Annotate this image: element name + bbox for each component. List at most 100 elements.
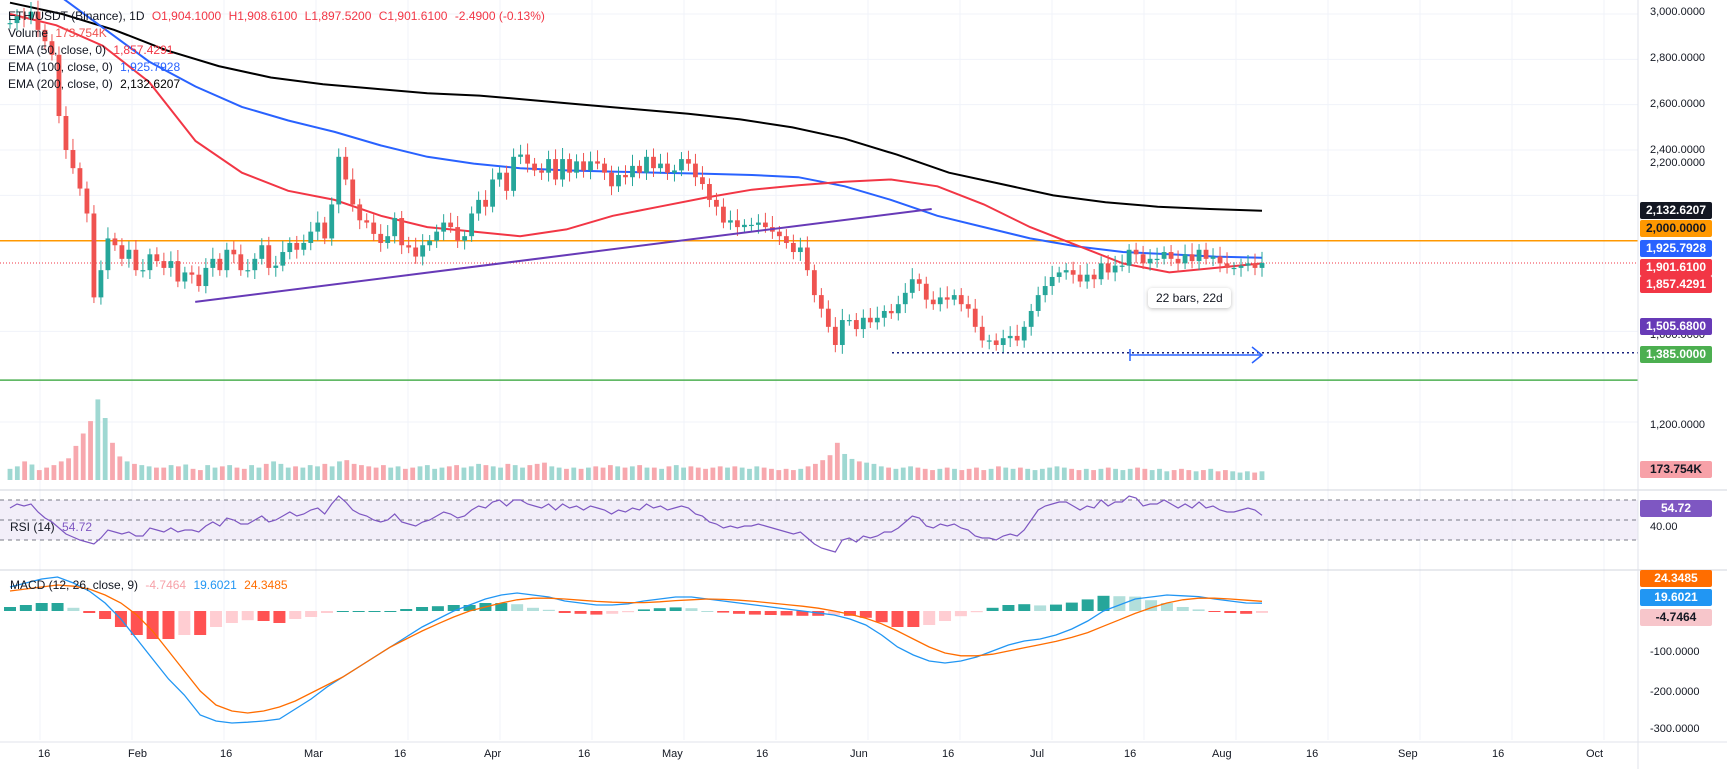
- volume-bar: [739, 467, 745, 480]
- low-value: L1,897.5200: [304, 9, 372, 23]
- candle-body: [119, 245, 125, 259]
- candle-body: [602, 163, 607, 173]
- time-tick: 16: [1492, 748, 1505, 760]
- candle-body: [1021, 326, 1027, 341]
- candle-body: [1224, 263, 1230, 268]
- ema100-label[interactable]: EMA (100, close, 0): [8, 60, 113, 74]
- volume-bar: [161, 467, 167, 480]
- price-tick: 2,800.0000: [1650, 52, 1706, 64]
- symbol-title[interactable]: ETH/USDT (Binance), 1D: [8, 9, 145, 23]
- candle-body: [168, 261, 174, 268]
- candle-body: [42, 29, 48, 42]
- candle-body: [469, 213, 475, 237]
- candle-body: [126, 249, 132, 259]
- volume-bar: [505, 463, 511, 480]
- macd-histogram-bar: [970, 611, 983, 613]
- ema50-label[interactable]: EMA (50, close, 0): [8, 43, 107, 57]
- price-levels[interactable]: [0, 239, 1638, 381]
- price-tick: 1,200.0000: [1650, 419, 1706, 431]
- candle-body: [1217, 256, 1223, 264]
- change-value: -2.4900 (-0.13%): [454, 9, 545, 23]
- ema-lines: [9, 0, 1263, 274]
- drawings[interactable]: [195, 207, 1264, 364]
- volume-bar: [139, 465, 145, 480]
- macd-histogram-bar: [764, 611, 777, 615]
- candle-body: [588, 161, 593, 171]
- volume-bar: [1054, 466, 1060, 480]
- candle-body: [902, 292, 908, 305]
- ema100-value: 1,925.7928: [120, 60, 181, 74]
- macd-histogram-bar: [685, 608, 698, 611]
- macd-histogram-bar: [241, 611, 254, 621]
- volume-bar: [190, 468, 196, 480]
- candle-body: [1077, 274, 1083, 282]
- candle-body: [735, 220, 740, 228]
- candle-body: [1028, 310, 1034, 327]
- candle-body: [839, 320, 845, 345]
- low-line-price-tag: 1,505.6800: [1640, 318, 1712, 335]
- candle-body: [958, 295, 964, 305]
- candle-body: [651, 156, 656, 169]
- volume-bar: [871, 463, 877, 480]
- candle-body: [224, 249, 230, 271]
- volume-bar: [1215, 471, 1221, 480]
- candle-body: [923, 283, 929, 300]
- volume-bar: [366, 466, 372, 480]
- candle-body: [476, 199, 482, 214]
- ema100-line: [63, 0, 1263, 259]
- candle-body: [630, 165, 635, 178]
- volume-bar: [1032, 470, 1038, 480]
- volume-bar: [329, 466, 335, 480]
- volume-bar: [322, 463, 328, 480]
- candle-body: [532, 163, 537, 171]
- macd-histogram-bar: [447, 605, 460, 611]
- volume-bar: [1201, 470, 1206, 480]
- volume-bar: [688, 466, 694, 480]
- ema200-label[interactable]: EMA (200, close, 0): [8, 77, 113, 91]
- volume-bar: [681, 467, 686, 480]
- candle-body: [133, 249, 139, 271]
- volume-bar: [915, 467, 921, 480]
- macd-histogram-bar: [51, 603, 64, 611]
- time-tick: Sep: [1398, 748, 1418, 760]
- macd-histogram-bar: [1160, 603, 1173, 611]
- time-tick: Jun: [850, 748, 868, 760]
- candle-body: [266, 245, 272, 268]
- candle-body: [867, 317, 873, 323]
- candle-body: [399, 218, 405, 246]
- macd-label[interactable]: MACD (12, 26, close, 9): [10, 578, 139, 592]
- macd-histogram-bar: [35, 603, 48, 611]
- volume-bar: [1186, 470, 1192, 480]
- candle-body: [756, 222, 761, 225]
- candle-body: [294, 242, 300, 250]
- volume-bar: [974, 467, 979, 480]
- candle-body: [329, 204, 335, 239]
- volume-bar: [36, 470, 42, 480]
- volume-bar: [359, 465, 364, 480]
- volume-bar: [732, 466, 738, 480]
- candle-body: [1056, 272, 1062, 277]
- time-tick: Mar: [304, 748, 323, 760]
- main-legend: ETH/USDT (Binance), 1D O1,904.1000 H1,90…: [8, 8, 549, 93]
- volume-bar: [1259, 471, 1265, 480]
- volume-bar: [117, 456, 123, 480]
- candle-body: [455, 227, 461, 241]
- volume-bar: [95, 399, 101, 480]
- candle-body: [1203, 249, 1209, 259]
- macd-histogram-bar: [99, 611, 112, 619]
- candle-body: [832, 326, 838, 345]
- candle-body: [665, 163, 670, 173]
- candle-body: [860, 317, 866, 330]
- volume-label[interactable]: Volume: [8, 26, 49, 40]
- bars-range-annotation[interactable]: 22 bars, 22d: [1148, 288, 1231, 308]
- volume-bar: [1076, 470, 1082, 480]
- candle-body: [518, 154, 523, 157]
- macd-histogram-bar: [130, 611, 143, 635]
- candle-body: [693, 163, 698, 178]
- volume-bars: [7, 399, 1265, 480]
- rsi-label[interactable]: RSI (14): [10, 520, 55, 534]
- macd-histogram-bar: [4, 607, 16, 611]
- candle-body: [105, 238, 111, 271]
